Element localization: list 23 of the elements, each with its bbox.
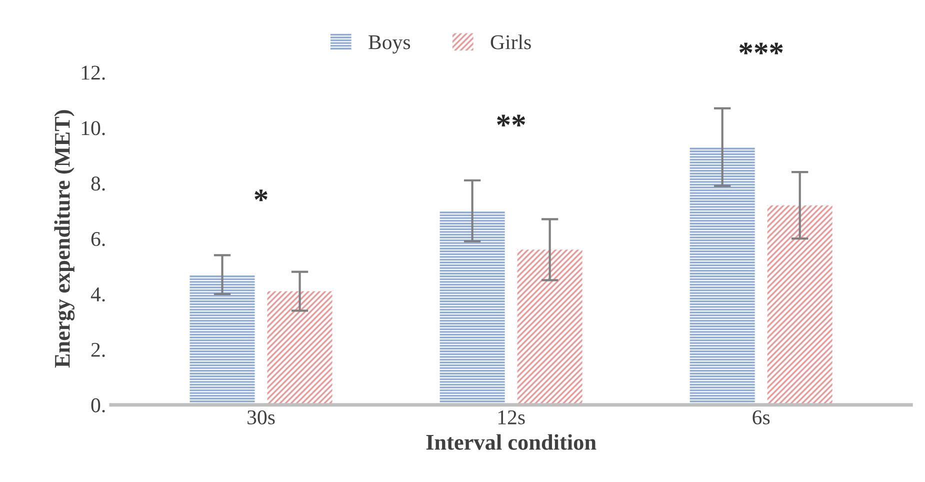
- y-axis-title: Energy expenditure (MET): [54, 110, 75, 368]
- bar: [440, 210, 505, 405]
- y-tick-label: 2.: [91, 342, 105, 357]
- bar: [690, 147, 755, 405]
- annotation: *: [254, 190, 268, 202]
- y-tick-label: 10.: [82, 121, 105, 136]
- x-tick-label: 12s: [498, 410, 525, 424]
- annotation: **: [497, 114, 526, 126]
- y-tick-label: 8.: [91, 176, 105, 191]
- x-tick-label: 6s: [752, 410, 770, 424]
- x-tick-label: 30s: [248, 410, 275, 424]
- bar: [190, 274, 255, 405]
- bar: [767, 205, 832, 405]
- x-axis-title: Interval condition: [426, 434, 596, 450]
- bar: [517, 250, 582, 405]
- y-tick-label: 12.: [82, 66, 105, 80]
- y-tick-label: 0.: [91, 398, 105, 412]
- y-tick-label: 6.: [91, 232, 105, 246]
- y-tick-label: 4.: [90, 288, 105, 302]
- text: ***: [739, 42, 783, 54]
- bar: [267, 291, 332, 405]
- legend-label: Boys: [368, 35, 410, 54]
- legend-label: Girls: [490, 34, 531, 50]
